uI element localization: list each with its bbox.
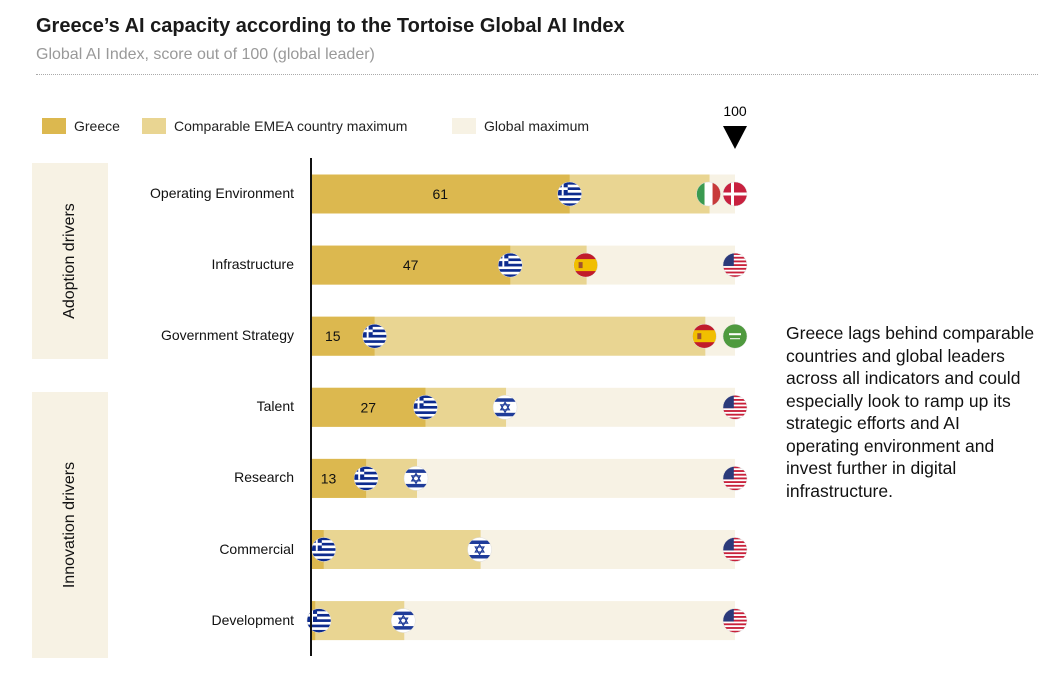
greece-flag-icon (353, 466, 379, 491)
bar-emea-max (311, 530, 481, 569)
category-label: Government Strategy (160, 327, 294, 344)
max-marker-triangle (723, 126, 747, 149)
legend-greece: Greece (42, 118, 120, 134)
legend-emea: Comparable EMEA country maximum (142, 118, 407, 134)
category-label: Talent (256, 398, 294, 415)
usa-flag-icon (722, 252, 748, 278)
divider (36, 74, 1038, 75)
chart-subtitle: Global AI Index, score out of 100 (globa… (36, 46, 375, 63)
israel-flag-icon (492, 395, 518, 420)
israel-flag-icon (391, 608, 416, 633)
greece-flag-icon (362, 323, 387, 349)
denmark-flag-icon (722, 181, 748, 207)
group-adoption-drivers: Adoption drivers (32, 163, 108, 359)
annotation-note: Greece lags behind comparable countries … (786, 323, 1035, 501)
bar-greece (311, 174, 570, 214)
category-label: Development (211, 611, 295, 628)
legend-global: Global maximum (452, 118, 589, 134)
israel-flag-icon (403, 466, 429, 491)
greece-flag-icon (413, 395, 438, 420)
data-label: 15 (325, 328, 341, 344)
category-label: Research (234, 469, 294, 486)
data-label: 61 (433, 186, 449, 202)
category-label: Operating Environment (150, 185, 294, 201)
category-label: Infrastructure (211, 256, 294, 273)
data-label: 13 (321, 470, 337, 486)
usa-flag-icon (722, 466, 748, 491)
usa-flag-icon (722, 395, 748, 420)
data-label: 47 (403, 257, 419, 273)
data-label: 27 (360, 399, 376, 415)
usa-flag-icon (722, 537, 748, 562)
chart-title: Greece’s AI capacity according to the To… (36, 15, 625, 37)
spain-flag-icon (573, 252, 598, 278)
max-marker-label: 100 (723, 103, 747, 119)
greece-flag-icon (557, 181, 582, 207)
greece-flag-icon (311, 537, 336, 562)
category-label: Commercial (219, 540, 294, 557)
saudi-arabia-flag-icon (722, 323, 748, 349)
greece-flag-icon (498, 252, 523, 278)
italy-flag-icon (696, 181, 721, 207)
group-innovation-drivers: Innovation drivers (32, 392, 108, 658)
usa-flag-icon (722, 608, 748, 633)
spain-flag-icon (692, 323, 717, 349)
bar-greece (311, 387, 426, 427)
bar-greece (311, 245, 511, 285)
israel-flag-icon (467, 537, 492, 562)
